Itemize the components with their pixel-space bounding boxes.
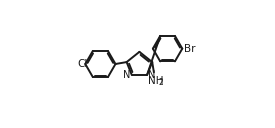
Text: 2: 2	[159, 78, 163, 87]
Text: N: N	[123, 70, 131, 80]
Text: N: N	[148, 70, 155, 80]
Text: NH: NH	[148, 76, 164, 86]
Text: Cl: Cl	[77, 59, 88, 69]
Text: Br: Br	[184, 44, 196, 54]
